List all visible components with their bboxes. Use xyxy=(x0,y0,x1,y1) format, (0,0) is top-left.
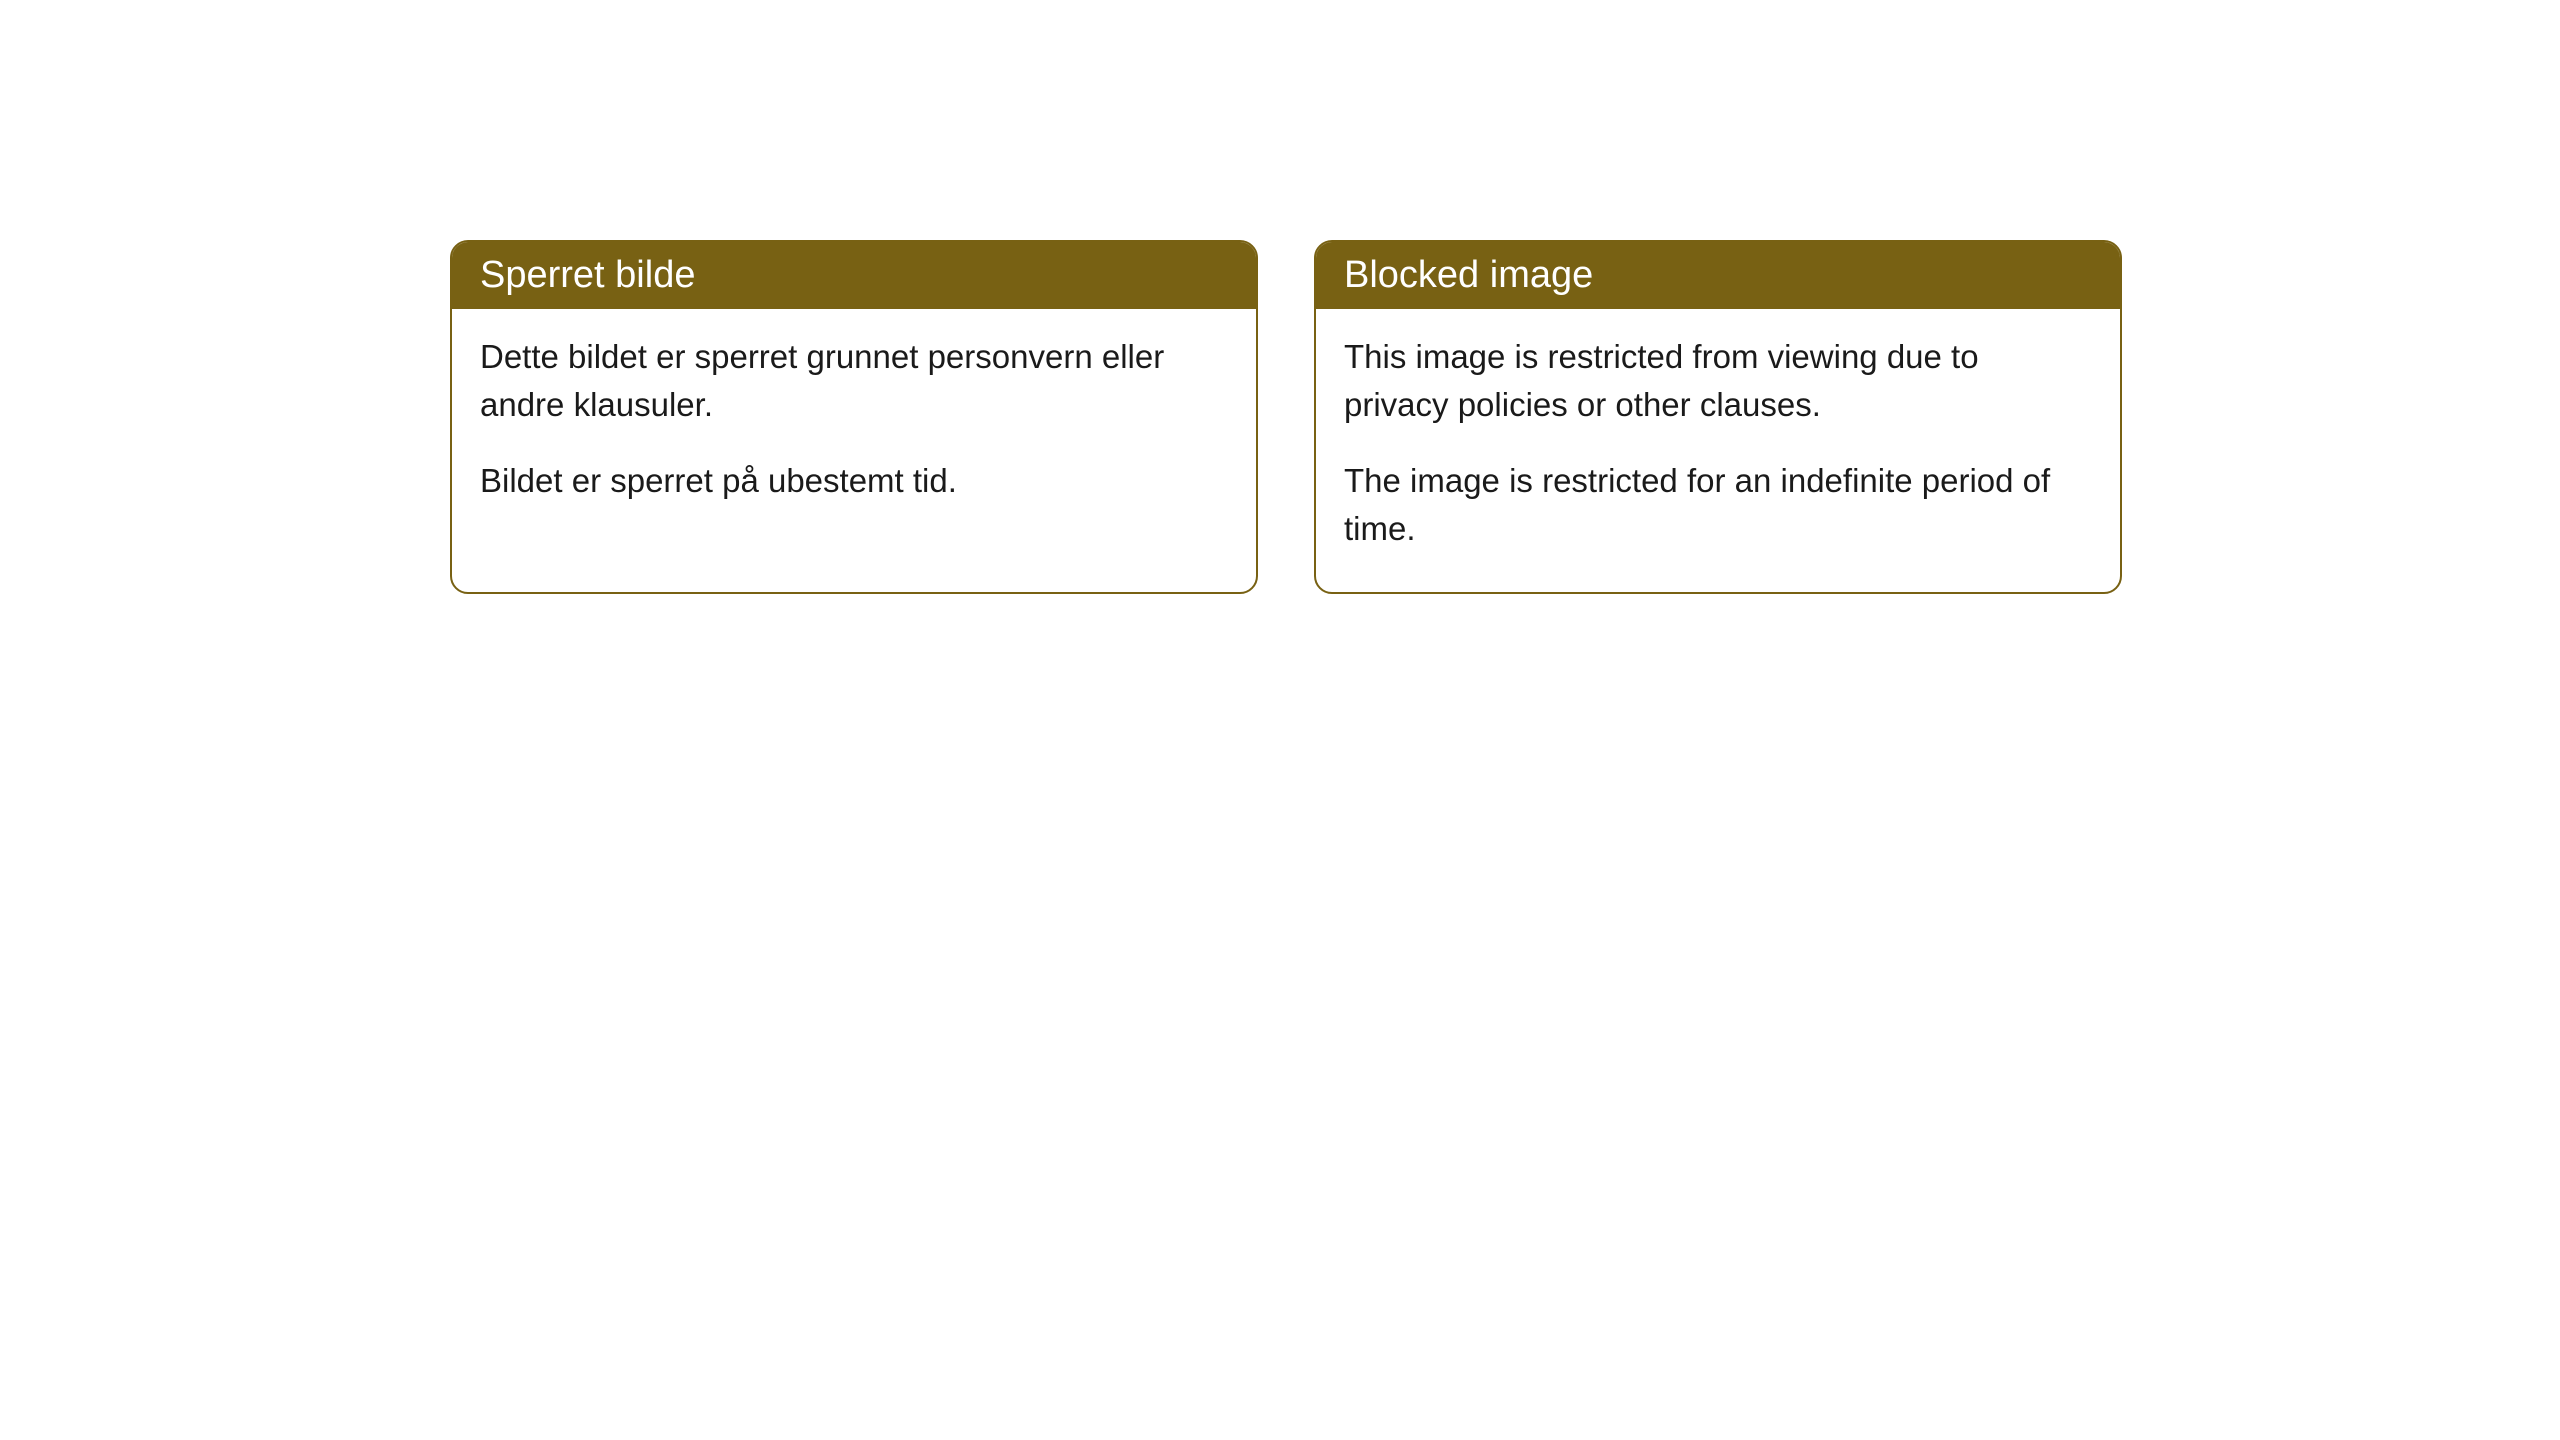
card-title: Blocked image xyxy=(1344,254,1593,296)
cards-container: Sperret bilde Dette bildet er sperret gr… xyxy=(450,240,2122,594)
blocked-image-card-english: Blocked image This image is restricted f… xyxy=(1314,240,2122,594)
card-paragraph-2: The image is restricted for an indefinit… xyxy=(1344,457,2092,553)
card-header: Sperret bilde xyxy=(452,242,1256,309)
card-title: Sperret bilde xyxy=(480,254,695,296)
card-paragraph-1: Dette bildet er sperret grunnet personve… xyxy=(480,333,1228,429)
card-header: Blocked image xyxy=(1316,242,2120,309)
card-body: This image is restricted from viewing du… xyxy=(1316,309,2120,592)
blocked-image-card-norwegian: Sperret bilde Dette bildet er sperret gr… xyxy=(450,240,1258,594)
card-paragraph-2: Bildet er sperret på ubestemt tid. xyxy=(480,457,1228,505)
card-body: Dette bildet er sperret grunnet personve… xyxy=(452,309,1256,545)
card-paragraph-1: This image is restricted from viewing du… xyxy=(1344,333,2092,429)
